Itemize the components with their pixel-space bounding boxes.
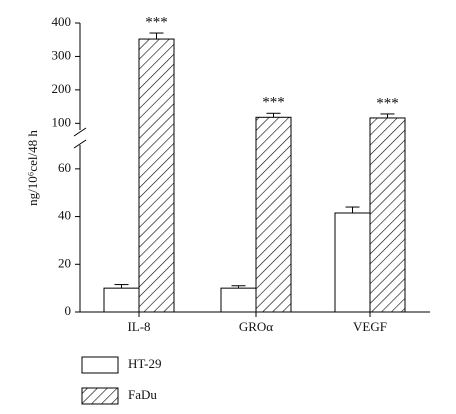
y-tick-label: 300 bbox=[52, 47, 72, 62]
y-tick-label: 60 bbox=[58, 160, 71, 175]
bar bbox=[369, 117, 406, 313]
y-axis-label: ng/10⁶cel/48 h bbox=[25, 130, 40, 206]
y-tick-label: 100 bbox=[52, 114, 72, 129]
x-tick-label: IL-8 bbox=[127, 319, 150, 334]
axis-break bbox=[73, 127, 87, 137]
axis-break bbox=[73, 139, 87, 149]
x-tick-label: GROα bbox=[239, 319, 273, 334]
y-tick-label: 20 bbox=[58, 255, 71, 270]
bar bbox=[103, 287, 140, 313]
legend-swatch bbox=[81, 356, 119, 374]
y-tick-label: 0 bbox=[65, 303, 72, 318]
x-tick-label: VEGF bbox=[353, 319, 387, 334]
legend-label: FaDu bbox=[128, 387, 157, 402]
legend-label: HT-29 bbox=[128, 356, 161, 371]
significance: *** bbox=[376, 95, 399, 111]
bar bbox=[138, 38, 175, 313]
bar bbox=[255, 116, 292, 313]
y-tick-label: 40 bbox=[58, 208, 71, 223]
bar bbox=[334, 212, 371, 313]
y-tick-label: 200 bbox=[52, 81, 72, 96]
significance: *** bbox=[262, 95, 285, 111]
y-tick-label: 400 bbox=[52, 14, 72, 29]
legend-swatch bbox=[81, 387, 119, 405]
bar bbox=[220, 287, 257, 313]
significance: *** bbox=[145, 14, 168, 30]
